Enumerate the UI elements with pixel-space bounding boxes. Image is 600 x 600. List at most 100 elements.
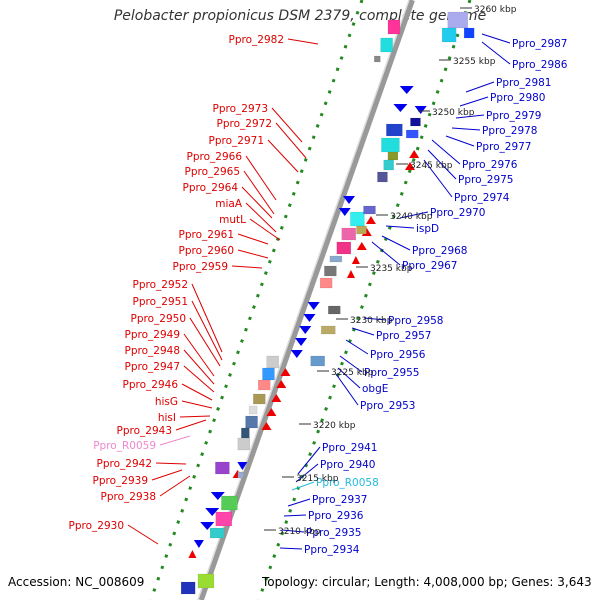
right-gene-label: obgE xyxy=(362,383,388,395)
right-gene-block xyxy=(237,471,245,479)
right-gene-label: Ppro_2934 xyxy=(304,544,360,556)
left-leader-line xyxy=(181,400,213,409)
left-gene-label: Ppro_2938 xyxy=(101,491,156,503)
right-leader-line xyxy=(351,327,375,336)
left-leader-line xyxy=(151,469,183,481)
right-leader-line xyxy=(291,481,315,491)
left-gene-label: Ppro_2939 xyxy=(93,475,148,487)
right-leader-line xyxy=(287,498,311,507)
left-leader-line xyxy=(127,524,159,545)
left-gene-label: Ppro_2950 xyxy=(131,313,186,325)
right-gene-block xyxy=(441,27,457,43)
right-gene-label: Ppro_2975 xyxy=(458,174,513,186)
kbp-label: 3260 kbp xyxy=(474,5,517,15)
left-gene-arrow xyxy=(351,256,360,264)
right-gene-arrow xyxy=(343,196,356,204)
left-gene-label: hisG xyxy=(155,396,178,408)
left-gene-block xyxy=(266,355,279,369)
left-leader-line xyxy=(181,383,213,401)
left-gene-label: Ppro_2966 xyxy=(187,151,243,163)
right-gene-block xyxy=(363,205,376,215)
left-gene-block xyxy=(324,265,337,277)
topology-text: Topology: circular; Length: 4,008,000 bp… xyxy=(262,575,592,589)
right-gene-label: Ppro_2940 xyxy=(320,459,375,471)
kbp-label: 3230 kbp xyxy=(350,316,393,326)
left-gene-label: Ppro_2948 xyxy=(125,345,180,357)
right-gene-arrow xyxy=(303,314,316,322)
left-leader-line xyxy=(237,233,269,245)
left-gene-label: Ppro_2943 xyxy=(117,425,172,437)
left-leader-line xyxy=(189,317,221,367)
left-leader-line xyxy=(237,249,269,259)
right-gene-block xyxy=(215,511,233,527)
left-gene-label: Ppro_2972 xyxy=(217,118,272,130)
right-gene-label: Ppro_2956 xyxy=(370,349,426,361)
left-leader-line xyxy=(249,218,281,241)
left-gene-arrow xyxy=(346,270,355,278)
left-leader-line xyxy=(183,333,215,377)
left-gene-arrow xyxy=(365,216,376,224)
dotted-track-left xyxy=(149,0,364,600)
right-leader-line xyxy=(363,317,387,321)
left-gene-label: hisI xyxy=(158,412,176,424)
right-gene-label: Ppro_2976 xyxy=(462,159,518,171)
left-gene-block xyxy=(319,277,333,289)
left-gene-label: Ppro_2964 xyxy=(183,182,239,194)
left-leader-line xyxy=(183,365,215,393)
left-leader-line xyxy=(159,475,191,497)
right-gene-label: Ppro_2987 xyxy=(512,38,567,50)
right-gene-block xyxy=(221,495,238,511)
right-gene-arrow xyxy=(290,350,303,358)
right-leader-line xyxy=(335,373,359,406)
left-gene-block xyxy=(341,227,356,241)
left-leader-line xyxy=(245,155,277,201)
right-leader-line xyxy=(381,235,411,251)
left-leader-line xyxy=(243,170,275,215)
right-leader-line xyxy=(455,114,485,119)
left-leader-line xyxy=(245,202,277,233)
right-leader-line xyxy=(339,355,363,373)
left-leader-line xyxy=(191,283,223,353)
left-gene-block xyxy=(253,393,266,405)
right-gene-label: Ppro_2958 xyxy=(388,315,443,327)
left-gene-block xyxy=(387,19,401,35)
accession-text: Accession: NC_008609 xyxy=(8,575,145,589)
right-gene-block xyxy=(381,137,400,153)
kbp-label: 3210 kbp xyxy=(278,527,321,537)
right-leader-line xyxy=(459,96,489,107)
right-leader-line xyxy=(481,41,511,65)
left-gene-block xyxy=(248,405,258,415)
left-gene-block xyxy=(215,461,230,475)
right-gene-arrow xyxy=(237,462,248,470)
right-gene-label: Ppro_2974 xyxy=(454,192,510,204)
dotted-track-right xyxy=(257,0,472,600)
left-gene-label: Ppro_2982 xyxy=(229,34,284,46)
left-gene-arrow xyxy=(271,394,282,402)
left-leader-line xyxy=(155,462,187,465)
kbp-label: 3245 kbp xyxy=(410,161,453,171)
left-gene-label: Ppro_2930 xyxy=(69,520,124,532)
left-gene-label: Ppro_2971 xyxy=(209,135,264,147)
right-leader-line xyxy=(295,463,319,483)
right-gene-arrow xyxy=(299,326,312,334)
right-gene-label: Ppro_2978 xyxy=(482,125,537,137)
left-gene-block xyxy=(329,255,343,263)
right-gene-arrow xyxy=(414,106,427,114)
right-gene-label: Ppro_2936 xyxy=(308,510,364,522)
left-gene-block xyxy=(383,159,394,171)
right-gene-block xyxy=(328,305,341,315)
right-gene-label: Ppro_2980 xyxy=(490,92,545,104)
right-leader-line xyxy=(281,529,305,533)
right-gene-block xyxy=(386,123,403,137)
left-gene-arrow xyxy=(261,422,272,430)
right-gene-block xyxy=(410,117,421,127)
right-gene-arrow xyxy=(205,508,220,516)
right-leader-line xyxy=(371,241,401,266)
right-leader-line xyxy=(297,446,321,475)
left-gene-label: Ppro_2946 xyxy=(123,379,179,391)
right-gene-label: Ppro_2937 xyxy=(312,494,367,506)
right-gene-block xyxy=(356,225,367,235)
right-gene-label: Ppro_2941 xyxy=(322,442,377,454)
